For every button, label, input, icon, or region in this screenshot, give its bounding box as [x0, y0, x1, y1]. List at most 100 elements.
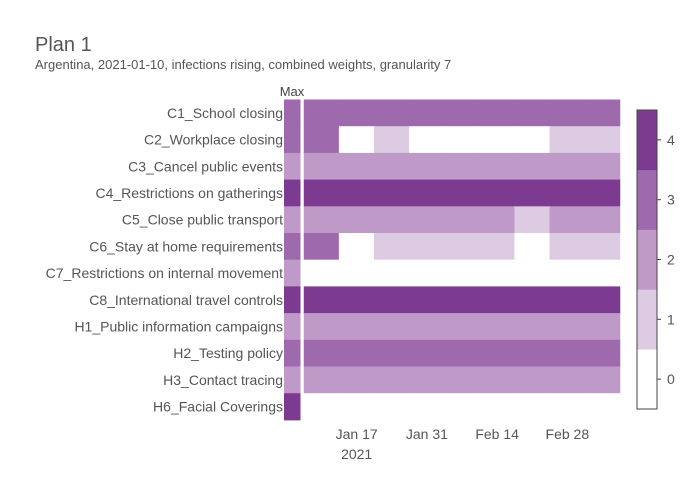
heatmap-cell — [479, 179, 515, 207]
heatmap-cell — [338, 286, 375, 314]
heatmap-cell — [409, 313, 445, 341]
heatmap-cell — [584, 99, 621, 127]
heatmap-cell — [514, 179, 551, 207]
heatmap-cell — [409, 339, 445, 367]
heatmap-cell — [549, 339, 586, 367]
heatmap-cell — [444, 233, 480, 261]
max-cell — [284, 339, 301, 367]
heatmap-cell — [303, 286, 340, 314]
heatmap-cell — [444, 286, 480, 314]
heatmap-cell — [444, 259, 480, 287]
max-cell — [284, 99, 301, 127]
heatmap-cell — [409, 366, 445, 394]
heatmap-cell — [338, 366, 375, 394]
max-cell — [284, 206, 301, 234]
heatmap-cell — [549, 259, 586, 287]
heatmap-cell — [584, 339, 621, 367]
chart-subtitle: Argentina, 2021-01-10, infections rising… — [35, 57, 451, 72]
heatmap-cell — [584, 152, 621, 181]
heatmap-cell — [373, 366, 410, 394]
heatmap-cell — [338, 126, 375, 154]
heatmap-cell — [444, 179, 480, 207]
heatmap-cell — [409, 206, 445, 234]
heatmap-cell — [338, 313, 375, 341]
heatmap-cell — [584, 393, 621, 421]
colorbar-tick-label: 0 — [667, 371, 675, 387]
max-cell — [284, 393, 301, 421]
heatmap-cell — [444, 366, 480, 394]
heatmap-cell — [514, 152, 551, 181]
heatmap-cell — [479, 259, 515, 287]
heatmap-cell — [549, 313, 586, 341]
heatmap-cell — [514, 233, 551, 261]
heatmap-cell — [303, 339, 340, 367]
row-label: C1_School closing — [167, 105, 283, 121]
colorbar-band — [637, 349, 657, 410]
heatmap-cell — [373, 233, 410, 261]
heatmap-cell — [303, 206, 340, 234]
heatmap-cell — [549, 152, 586, 181]
x-tick-label: Feb 14 — [475, 426, 519, 442]
heatmap-cell — [338, 259, 375, 287]
heatmap-cell — [549, 286, 586, 314]
heatmap-cell — [373, 313, 410, 341]
heatmap-cell — [584, 313, 621, 341]
colorbar-tick-label: 3 — [667, 192, 675, 208]
max-cell — [284, 152, 301, 181]
colorbar-tick-label: 4 — [667, 132, 675, 148]
max-cell — [284, 179, 301, 207]
heatmap-cell — [514, 286, 551, 314]
heatmap-cell — [584, 206, 621, 234]
heatmap-cell — [409, 393, 445, 421]
max-cell — [284, 259, 301, 287]
heatmap-cell — [303, 126, 340, 154]
heatmap-cell — [303, 393, 340, 421]
heatmap-cell — [549, 179, 586, 207]
heatmap-cell — [584, 126, 621, 154]
row-label: C5_Close public transport — [122, 212, 283, 228]
heatmap-cell — [514, 99, 551, 127]
heatmap-cell — [373, 152, 410, 181]
heatmap-cell — [409, 99, 445, 127]
row-label: C8_International travel controls — [89, 292, 283, 308]
max-cell — [284, 126, 301, 154]
heatmap-cell — [479, 313, 515, 341]
heatmap-cell — [584, 286, 621, 314]
heatmap-cell — [444, 339, 480, 367]
heatmap-cell — [409, 259, 445, 287]
row-label: C7_Restrictions on internal movement — [46, 265, 283, 281]
heatmap-cell — [549, 233, 586, 261]
heatmap-cell — [373, 393, 410, 421]
heatmap-cell — [549, 393, 586, 421]
heatmap-cell — [584, 179, 621, 207]
heatmap-cell — [409, 286, 445, 314]
colorbar-tick-label: 1 — [667, 311, 675, 327]
heatmap-cell — [303, 259, 340, 287]
heatmap-cell — [338, 339, 375, 367]
colorbar-band — [637, 169, 657, 230]
row-label: H6_Facial Coverings — [153, 399, 283, 415]
heatmap-cell — [444, 126, 480, 154]
heatmap-cell — [373, 286, 410, 314]
colorbar-band — [637, 110, 657, 171]
heatmap-cell — [549, 206, 586, 234]
colorbar: 0 1 2 3 4 — [636, 109, 675, 410]
heatmap-cell — [373, 126, 410, 154]
heatmap-cell — [514, 339, 551, 367]
heatmap-cell — [549, 99, 586, 127]
chart-title: Plan 1 — [35, 34, 92, 56]
heatmap-cell — [303, 152, 340, 181]
heatmap-cell — [338, 99, 375, 127]
heatmap-cell — [303, 233, 340, 261]
heatmap-cell — [479, 393, 515, 421]
heatmap-cell — [514, 393, 551, 421]
heatmap-cell — [409, 152, 445, 181]
heatmap-cell — [514, 126, 551, 154]
x-tick-label: Feb 28 — [546, 426, 590, 442]
heatmap-cell — [338, 206, 375, 234]
heatmap-cell — [549, 126, 586, 154]
heatmap-cell — [444, 206, 480, 234]
heatmap-cell — [303, 179, 340, 207]
